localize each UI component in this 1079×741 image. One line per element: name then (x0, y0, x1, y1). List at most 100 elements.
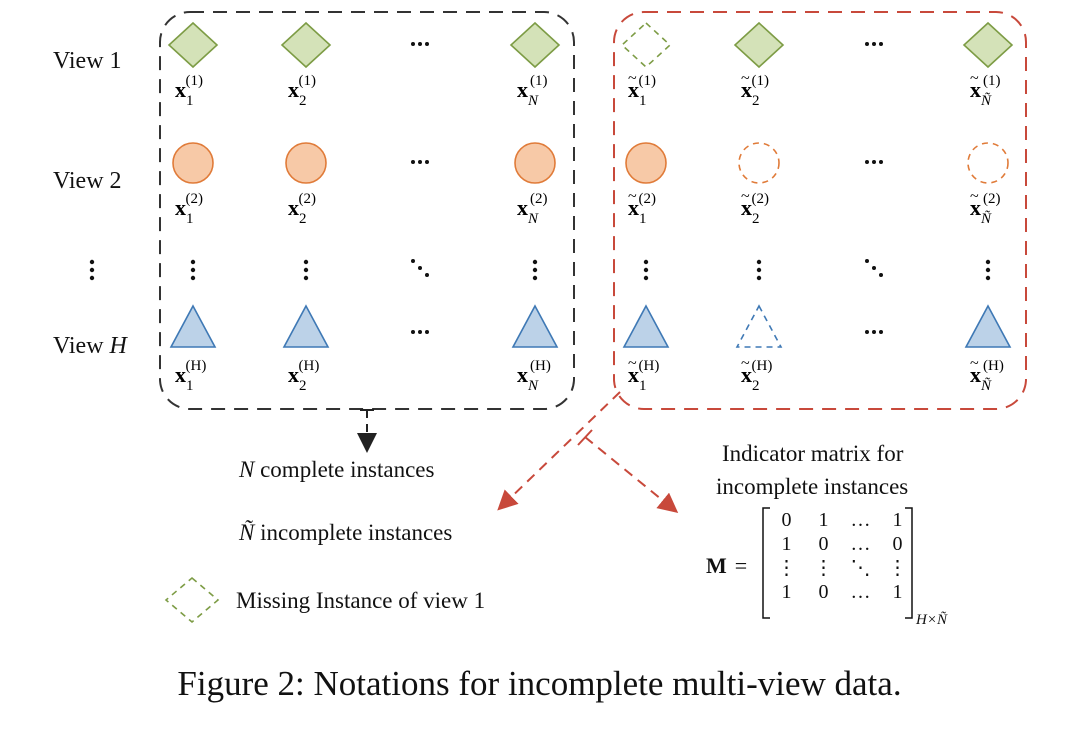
d-ellipsis-right-dot2 (872, 266, 876, 270)
v-ellipsis-col4-dot1 (643, 259, 649, 265)
d-ellipsis-right-dot1 (865, 259, 869, 263)
h-ellipsis-left-r1-dot1 (411, 42, 415, 46)
v-ellipsis-col5-dot2 (756, 267, 762, 273)
v-ellipsis-col6-dot3 (985, 275, 991, 281)
matrix-cell: 0 (818, 533, 829, 555)
v-ellipsis-col6-dot2 (985, 267, 991, 273)
incomplete-label-r1-c2-tilde: ~ (741, 70, 750, 87)
complete-instances-label: N complete instances (239, 457, 434, 483)
incomplete-shape-r1-c2 (733, 21, 785, 69)
incomplete-label-r1-c2: x2(1) (741, 73, 769, 109)
matrix-symbol: M (706, 553, 727, 578)
v-ellipsis-col1-dot2 (190, 267, 196, 273)
v-ellipsis-col1-dot1 (190, 259, 196, 265)
v-ellipsis-col5-dot1 (756, 259, 762, 265)
matrix-cell: … (850, 533, 871, 555)
incomplete-shape-r2-c3 (967, 142, 1009, 184)
instance-shapes (167, 21, 1014, 348)
matrix-cell: 1 (781, 581, 792, 603)
complete-label-r3-c1: x1(H) (175, 358, 206, 394)
incomplete-shape-r3-c2 (735, 304, 783, 348)
incomplete-label-r2-c2-tilde: ~ (741, 188, 750, 205)
v-ellipsis-col6-dot1 (985, 259, 991, 265)
matrix-row: 0 1 … 1 (768, 508, 916, 532)
matrix-equation-lhs: M = (706, 553, 748, 578)
incomplete-shape-r3-c1 (622, 304, 670, 348)
view-label-2: View 2 (53, 168, 122, 194)
h-ellipsis-left-r1-dot2 (418, 42, 422, 46)
instance-labels: x1(1) x2(1) xN(1) x1(1)~ x2(1)~ xÑ(1)~x1(2) x2… (175, 70, 1004, 394)
d-ellipsis-right-dot3 (879, 273, 883, 277)
matrix-cell: 1 (781, 533, 792, 555)
v-ellipsis-col5-dot3 (756, 275, 762, 281)
complete-shape-r1-c1 (167, 21, 219, 69)
matrix-row: 1 0 … 1 (768, 580, 916, 604)
complete-group-box (159, 11, 575, 410)
complete-label-r1-c2: x2(1) (288, 73, 316, 109)
v-ellipsis-col2-dot2 (303, 267, 309, 273)
indicator-title-line2: incomplete instances (716, 474, 909, 499)
figure-caption: Figure 2: Notations for incomplete multi… (177, 664, 902, 703)
incomplete-instances-label: Ñ incomplete instances (239, 520, 452, 546)
incomplete-shape-r1-c3 (962, 21, 1014, 69)
indicator-title-line1: Indicator matrix for (722, 441, 904, 466)
incomplete-label-r1-c3: xÑ(1) (970, 73, 1001, 109)
matrix-cell: ⋮ (776, 557, 797, 579)
matrix-cell: ⋱ (850, 557, 871, 579)
view-label-h: View H (53, 333, 127, 359)
incomplete-shape-r2-c1 (625, 142, 667, 184)
h-ellipsis-right-r3-dot2 (872, 330, 876, 334)
complete-label-r1-c3: xN(1) (517, 73, 548, 109)
v-ellipsis-col4-dot3 (643, 275, 649, 281)
h-ellipsis-left-r3-dot3 (425, 330, 429, 334)
h-ellipsis-left-r2-dot3 (425, 160, 429, 164)
complete-shape-r2-c3 (514, 142, 556, 184)
incomplete-label-r1-c3-tilde: ~ (970, 70, 979, 87)
incomplete-label-r2-c3: xÑ(2) (970, 191, 1001, 227)
incomplete-shape-r3-c3 (964, 304, 1012, 348)
matrix-cell: 1 (892, 581, 903, 603)
v-ellipsis-views-dot2 (89, 267, 95, 273)
incomplete-shape-r1-c1 (620, 21, 672, 69)
matrix-size-subscript: H×Ñ (916, 612, 947, 628)
h-ellipsis-left-r3-dot2 (418, 330, 422, 334)
incomplete-label-r2-c1-tilde: ~ (628, 188, 637, 205)
matrix-cell: 0 (892, 533, 903, 555)
h-ellipsis-right-r1-dot1 (865, 42, 869, 46)
incomplete-instances-text: incomplete instances (260, 520, 453, 545)
complete-label-r2-c2: x2(2) (288, 191, 316, 227)
view-label-1: View 1 (53, 48, 122, 74)
matrix-row: ⋮ ⋮ ⋱ ⋮ (768, 556, 916, 580)
incomplete-label-r3-c2: x2(H) (741, 358, 772, 394)
v-ellipsis-col4-dot2 (643, 267, 649, 273)
incomplete-label-r1-c1: x1(1) (628, 73, 656, 109)
v-ellipsis-views-dot3 (89, 275, 95, 281)
incomplete-label-r2-c3-tilde: ~ (970, 188, 979, 205)
d-ellipsis-left-dot2 (418, 266, 422, 270)
v-ellipsis-views-dot1 (89, 259, 95, 265)
matrix-cell: 0 (781, 509, 792, 531)
arrow-incomplete-right (584, 436, 679, 514)
h-ellipsis-right-r1-dot3 (879, 42, 883, 46)
h-ellipsis-right-r2-dot3 (879, 160, 883, 164)
missing-legend-label: Missing Instance of view 1 (236, 588, 486, 613)
complete-shape-r1-c2 (280, 21, 332, 69)
complete-instances-text: complete instances (260, 457, 435, 482)
matrix-bracket-left (762, 507, 770, 619)
complete-label-r2-c1: x1(2) (175, 191, 203, 227)
complete-shape-r3-c2 (282, 304, 330, 348)
v-ellipsis-col2-dot1 (303, 259, 309, 265)
matrix-cell: … (850, 581, 871, 603)
missing-legend-diamond (164, 576, 220, 624)
arrow-incomplete-tick (577, 429, 593, 446)
v-ellipsis-col3-dot2 (532, 267, 538, 273)
matrix-cell: ⋮ (813, 557, 834, 579)
complete-shape-r3-c1 (169, 304, 217, 348)
h-ellipsis-left-r3-dot1 (411, 330, 415, 334)
matrix-cell: ⋮ (887, 557, 908, 579)
matrix-row: 1 0 … 0 (768, 532, 916, 556)
complete-label-r3-c3: xN(H) (517, 358, 551, 394)
incomplete-label-r3-c2-tilde: ~ (741, 355, 750, 372)
incomplete-label-r2-c1: x1(2) (628, 191, 656, 227)
